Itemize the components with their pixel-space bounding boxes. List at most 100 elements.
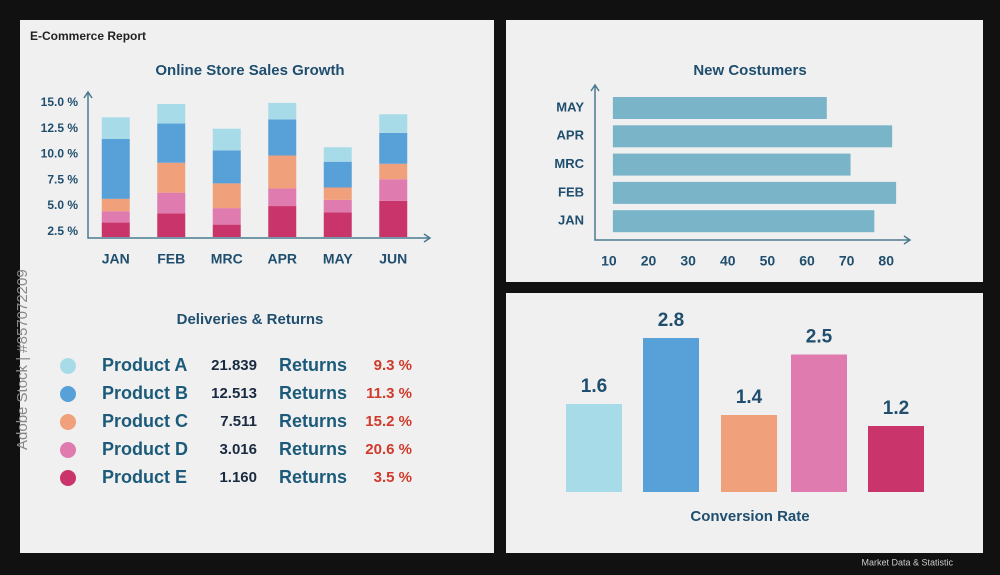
bar-segment <box>157 213 186 237</box>
bar-segment <box>323 199 352 213</box>
product-name: Product E <box>102 467 187 487</box>
bar-segment <box>212 183 241 209</box>
product-value: 21.839 <box>211 357 257 374</box>
legend-dot <box>60 358 76 374</box>
product-value: 12.513 <box>211 385 257 402</box>
returns-value: 9.3 % <box>374 357 412 374</box>
bar <box>566 404 622 492</box>
x-tick-label: 40 <box>720 253 736 269</box>
bar-segment <box>101 117 130 140</box>
x-tick-label: 20 <box>641 253 657 269</box>
value-label: 1.4 <box>736 387 763 408</box>
x-tick-label: 80 <box>878 253 894 269</box>
value-label: 1.2 <box>883 398 909 419</box>
bar-segment <box>379 114 408 133</box>
bar-segment <box>212 128 241 151</box>
returns-value: 15.2 % <box>365 413 412 430</box>
bar-segment <box>212 208 241 225</box>
axes <box>83 90 432 243</box>
x-tick-label: 10 <box>601 253 617 269</box>
bar-segment <box>323 161 352 188</box>
product-value: 7.511 <box>220 413 257 430</box>
bar-segment <box>157 123 186 163</box>
returns-label: Returns <box>279 467 347 487</box>
bar-segment <box>157 103 186 124</box>
returns-label: Returns <box>279 411 347 431</box>
y-tick-label: MAY <box>556 99 584 114</box>
returns-value: 20.6 % <box>365 441 412 458</box>
bar <box>868 426 924 492</box>
bar-segment <box>268 119 297 156</box>
product-name: Product D <box>102 439 188 459</box>
bar-segment <box>268 102 297 120</box>
y-tick-label: JAN <box>558 213 584 228</box>
x-tick-label: MAY <box>323 251 353 267</box>
x-tick-label: 50 <box>760 253 776 269</box>
chart-title: Conversion Rate <box>690 508 809 525</box>
chart-title: Online Store Sales Growth <box>155 62 344 79</box>
x-tick-label: JUN <box>379 251 407 267</box>
bar-segment <box>157 192 186 214</box>
bar-segment <box>268 206 297 237</box>
legend-dot <box>60 386 76 402</box>
x-tick-label: MRC <box>211 251 243 267</box>
y-tick-label: 15.0 % <box>41 95 79 109</box>
panel-left <box>20 20 494 553</box>
product-value: 3.016 <box>219 441 257 458</box>
returns-value: 11.3 % <box>366 385 412 402</box>
y-tick-label: 7.5 % <box>47 172 78 186</box>
bar-segment <box>323 187 352 200</box>
y-tick-label: 5.0 % <box>47 198 78 212</box>
product-name: Product A <box>102 355 187 375</box>
footer: Market Data & Statistic <box>861 557 953 567</box>
bar-segment <box>323 212 352 237</box>
product-value: 1.160 <box>219 469 257 486</box>
bar-segment <box>101 198 130 212</box>
value-label: 2.8 <box>658 310 684 331</box>
x-tick-label: 60 <box>799 253 815 269</box>
bar-segment <box>379 132 408 164</box>
bar-segment <box>101 222 130 237</box>
legend-dot <box>60 442 76 458</box>
panel-top-right <box>506 20 983 282</box>
returns-label: Returns <box>279 383 347 403</box>
value-label: 2.5 <box>806 327 833 348</box>
table-title: Deliveries & Returns <box>177 311 324 328</box>
y-tick-label: 10.0 % <box>41 147 79 161</box>
bar-segment <box>379 163 408 180</box>
bar-segment <box>379 179 408 201</box>
legend-dot <box>60 470 76 486</box>
y-tick-label: MRC <box>554 156 584 171</box>
report-title: E-Commerce Report <box>30 29 146 43</box>
bar <box>643 338 699 492</box>
bar-segment <box>379 200 408 237</box>
y-tick-label: 2.5 % <box>47 224 78 238</box>
bar-segment <box>101 211 130 223</box>
y-tick-label: APR <box>557 128 585 143</box>
bar-segment <box>212 224 241 237</box>
x-tick-label: APR <box>267 251 297 267</box>
bar <box>721 415 777 492</box>
bar <box>612 210 875 233</box>
bar-segment <box>101 139 130 199</box>
axes <box>590 83 912 245</box>
bar-segment <box>157 162 186 193</box>
legend-dot <box>60 414 76 430</box>
returns-value: 3.5 % <box>374 469 412 486</box>
x-tick-label: FEB <box>157 251 185 267</box>
y-tick-label: 12.5 % <box>41 121 79 135</box>
returns-label: Returns <box>279 355 347 375</box>
chart-title: New Costumers <box>693 62 806 79</box>
bar <box>612 181 897 204</box>
product-name: Product B <box>102 383 188 403</box>
x-tick-label: 30 <box>680 253 696 269</box>
returns-label: Returns <box>279 439 347 459</box>
value-label: 1.6 <box>581 376 607 397</box>
bar <box>612 153 851 176</box>
bar <box>791 354 847 492</box>
y-tick-label: FEB <box>558 184 584 199</box>
x-tick-label: JAN <box>102 251 130 267</box>
bar-segment <box>268 188 297 207</box>
product-name: Product C <box>102 411 188 431</box>
